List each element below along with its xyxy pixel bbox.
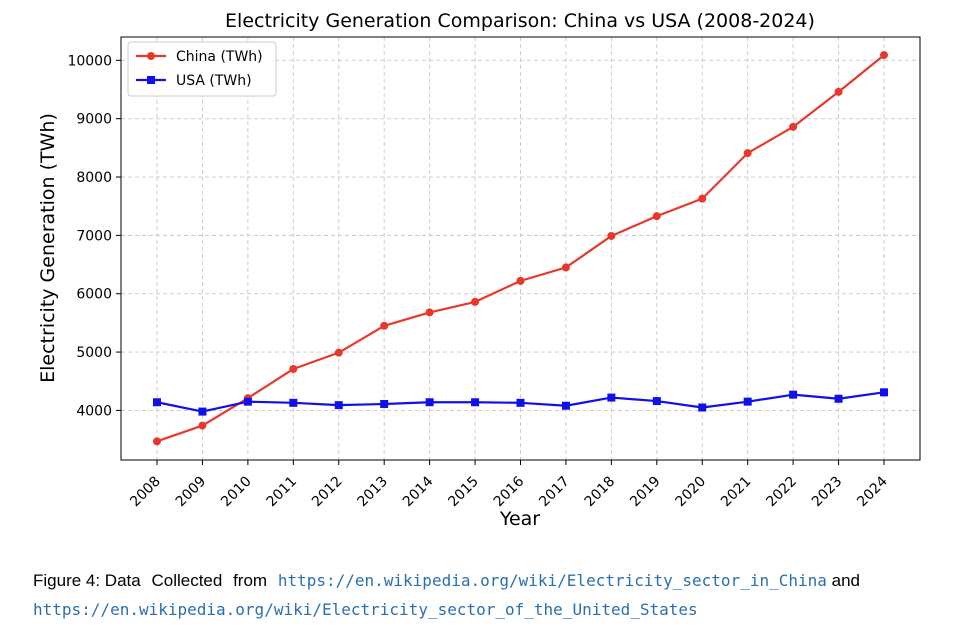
caption-word-from: from: [233, 571, 268, 590]
series-group: [153, 51, 888, 446]
usa-point: [198, 407, 207, 416]
x-tick-label: 2019: [627, 474, 664, 511]
china-point: [561, 263, 570, 272]
usa-point: [425, 398, 434, 407]
x-tick-label: 2017: [536, 474, 573, 511]
china-point: [880, 51, 888, 60]
usa-point: [743, 397, 752, 406]
x-tick-label: 2021: [718, 474, 755, 511]
caption-word-and: and: [831, 571, 860, 590]
usa-point: [471, 398, 480, 407]
y-tick-label: 8000: [76, 170, 112, 186]
usa-point: [834, 394, 843, 403]
usa-point: [289, 398, 298, 407]
legend-label: USA (TWh): [176, 73, 252, 89]
china-point: [834, 87, 843, 96]
china-point: [743, 149, 752, 158]
x-tick-label: 2015: [445, 474, 482, 511]
china-point: [471, 297, 480, 306]
china-point: [516, 276, 525, 285]
y-tick-label: 5000: [76, 345, 112, 361]
grid-lines: [121, 37, 920, 460]
usa-point: [516, 398, 525, 407]
usa-source-link[interactable]: https://en.wikipedia.org/wiki/Electricit…: [33, 600, 698, 619]
x-tick-label: 2009: [173, 474, 210, 511]
chart-title: Electricity Generation Comparison: China…: [225, 10, 815, 32]
usa-point: [561, 401, 570, 410]
usa-point: [789, 390, 798, 399]
y-axis-label: Electricity Generation (TWh): [37, 113, 59, 383]
china-point: [652, 212, 661, 221]
y-tick-label: 7000: [76, 228, 112, 244]
line-chart: 2008 2009 2010 2011 2012 2013 2014 2015 2016 2017…: [37, 10, 921, 530]
china-point: [607, 231, 616, 240]
x-axis-label: Year: [499, 508, 540, 530]
x-tick-label: 2022: [763, 474, 800, 511]
china-point: [789, 122, 798, 131]
usa-point: [380, 399, 389, 408]
x-tick-label: 2010: [218, 474, 255, 511]
usa-point: [334, 401, 343, 410]
x-tick-label: 2012: [309, 474, 346, 511]
legend: China (TWh) USA (TWh): [127, 41, 277, 97]
china-point: [425, 308, 434, 317]
usa-point: [243, 397, 252, 406]
legend-marker: [147, 76, 155, 84]
china-point: [380, 321, 389, 330]
usa-point: [607, 393, 616, 402]
china-point: [334, 348, 343, 357]
usa-point: [698, 403, 707, 412]
caption-word-collected: Collected: [151, 571, 223, 590]
usa-point: [153, 398, 161, 407]
x-tick-label: 2011: [264, 474, 301, 511]
y-tick-label: 9000: [76, 112, 112, 128]
y-tick-label: 4000: [76, 403, 112, 419]
caption-prefix: Figure 4: Data: [33, 571, 141, 590]
legend-marker: [147, 52, 155, 60]
china-source-link[interactable]: https://en.wikipedia.org/wiki/Electricit…: [277, 571, 827, 590]
china-point: [698, 194, 707, 203]
y-axis: 4000 5000 6000 7000 8000 9000 10000: [67, 53, 121, 419]
usa-point: [880, 388, 888, 397]
china-point: [289, 364, 298, 373]
x-tick-label: 2024: [854, 473, 891, 510]
y-tick-label: 10000: [67, 53, 112, 69]
x-tick-label: 2018: [582, 474, 619, 511]
x-tick-label: 2014: [400, 473, 437, 510]
figure-caption: Figure 4: Data Collected from https://en…: [33, 566, 928, 624]
x-tick-label: 2013: [355, 474, 392, 511]
y-tick-label: 6000: [76, 287, 112, 303]
china-point: [198, 421, 207, 430]
legend-label: China (TWh): [176, 49, 263, 65]
x-axis: 2008 2009 2010 2011 2012 2013 2014 2015 2016 2017…: [127, 460, 891, 510]
x-tick-label: 2016: [491, 473, 528, 510]
china-point: [153, 437, 161, 446]
x-tick-label: 2020: [673, 474, 710, 511]
usa-point: [652, 397, 661, 406]
x-tick-label: 2023: [809, 474, 846, 511]
x-tick-label: 2008: [127, 474, 164, 511]
